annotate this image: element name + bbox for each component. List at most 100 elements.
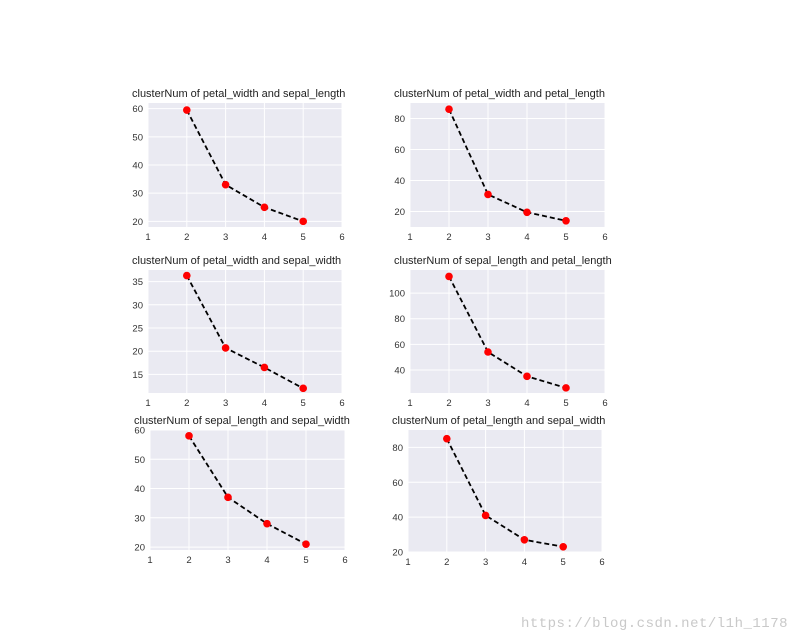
data-point	[523, 372, 531, 381]
y-tick-label: 80	[394, 314, 405, 325]
x-tick-label: 6	[339, 232, 344, 243]
data-point	[263, 519, 271, 528]
plot-area	[408, 430, 602, 552]
x-tick-label: 3	[485, 398, 490, 409]
x-tick-label: 4	[524, 232, 529, 243]
watermark: https://blog.csdn.net/l1h_1178	[520, 616, 788, 632]
data-point	[183, 106, 191, 114]
data-point	[260, 363, 269, 372]
data-point	[221, 180, 230, 189]
data-point	[299, 384, 308, 393]
x-tick-label: 1	[147, 555, 152, 566]
x-tick-label: 4	[524, 398, 529, 409]
y-tick-label: 40	[392, 513, 403, 524]
subplot-title: clusterNum of petal_width and petal_leng…	[394, 88, 605, 100]
y-tick-label: 30	[134, 513, 145, 524]
subplot-4: 1 2 3 4 5 6 40 60 80 100 clusterNum of sepal_lengt…	[389, 255, 612, 409]
x-tick-label: 6	[339, 398, 344, 409]
y-tick-label: 60	[394, 340, 405, 351]
y-tick-label: 20	[392, 548, 403, 559]
subplot-title: clusterNum of sepal_length and sepal_wid…	[134, 415, 350, 427]
series-line	[186, 275, 304, 390]
x-tick-label: 1	[407, 232, 412, 243]
x-tick-label: 6	[602, 398, 607, 409]
data-point	[445, 105, 453, 113]
data-point	[260, 203, 269, 212]
y-tick-label: 15	[132, 370, 143, 381]
y-tick-label: 40	[394, 365, 405, 376]
subplot-1: 1 2 3 4 5 6 20 30 40 50 60 clusterNum of petal_widt…	[132, 88, 345, 243]
x-tick-label: 5	[303, 555, 308, 566]
plot-area	[148, 270, 342, 393]
y-tick-label: 20	[394, 207, 405, 218]
x-tick-label: 1	[145, 398, 150, 409]
y-tick-label: 25	[132, 324, 143, 335]
x-tick-label: 5	[563, 398, 568, 409]
x-tick-label: 1	[405, 557, 410, 568]
series-line	[448, 108, 567, 222]
plot-area	[410, 270, 605, 393]
y-tick-label: 60	[392, 478, 403, 489]
data-point	[562, 384, 570, 392]
data-point	[302, 540, 310, 548]
y-tick-label: 60	[132, 104, 143, 115]
y-tick-label: 40	[132, 161, 143, 172]
y-tick-label: 20	[134, 543, 145, 554]
y-tick-label: 40	[394, 176, 405, 187]
x-tick-label: 2	[186, 555, 191, 566]
y-tick-label: 50	[134, 455, 145, 466]
subplot-title: clusterNum of petal_width and sepal_widt…	[132, 255, 341, 267]
x-tick-label: 5	[301, 398, 306, 409]
data-point	[484, 190, 492, 199]
data-point	[221, 344, 230, 352]
x-tick-label: 4	[264, 555, 269, 566]
x-tick-label: 3	[483, 557, 488, 568]
data-point	[443, 434, 451, 443]
y-tick-label: 80	[394, 114, 405, 125]
y-tick-label: 40	[134, 484, 145, 495]
y-tick-label: 35	[132, 277, 143, 288]
x-tick-label: 4	[262, 398, 267, 409]
y-tick-label: 60	[394, 145, 405, 156]
subplot-title: clusterNum of petal_width and sepal_leng…	[132, 88, 345, 100]
x-tick-label: 3	[223, 398, 228, 409]
data-point	[523, 208, 531, 217]
x-tick-label: 2	[446, 232, 451, 243]
data-point	[224, 493, 232, 502]
x-tick-label: 5	[563, 232, 568, 243]
subplot-title: clusterNum of petal_length and sepal_wid…	[392, 415, 605, 427]
data-point	[520, 536, 529, 544]
x-tick-label: 4	[522, 557, 527, 568]
y-tick-label: 50	[132, 132, 143, 143]
x-tick-label: 6	[342, 555, 347, 566]
y-tick-label: 30	[132, 189, 143, 200]
plot-area	[150, 430, 345, 550]
x-tick-label: 6	[599, 557, 604, 568]
x-tick-label: 3	[223, 232, 228, 243]
subplot-title: clusterNum of sepal_length and petal_len…	[394, 255, 612, 267]
data-point	[481, 511, 490, 520]
series-line	[186, 109, 304, 223]
x-tick-label: 5	[561, 557, 566, 568]
y-tick-label: 60	[134, 426, 145, 437]
x-tick-label: 2	[184, 232, 189, 243]
x-tick-label: 3	[225, 555, 230, 566]
x-tick-label: 1	[407, 398, 412, 409]
data-point	[299, 217, 308, 226]
y-tick-label: 20	[132, 347, 143, 358]
data-point	[559, 542, 567, 551]
series-line	[445, 438, 564, 548]
plot-area	[410, 103, 605, 227]
x-tick-label: 5	[301, 232, 306, 243]
x-tick-label: 2	[446, 398, 451, 409]
subplot-6: 1 2 3 4 5 6 20 40 60 80 clusterNum of petal_length…	[392, 415, 605, 568]
data-point	[185, 432, 193, 440]
y-tick-label: 20	[132, 217, 143, 228]
y-tick-label: 30	[132, 300, 143, 311]
x-tick-label: 1	[145, 232, 150, 243]
subplot-2: 1 2 3 4 5 6 20 40 60 80 clusterNum of petal_width …	[394, 88, 608, 243]
series-line	[448, 275, 567, 389]
x-tick-label: 3	[485, 232, 490, 243]
